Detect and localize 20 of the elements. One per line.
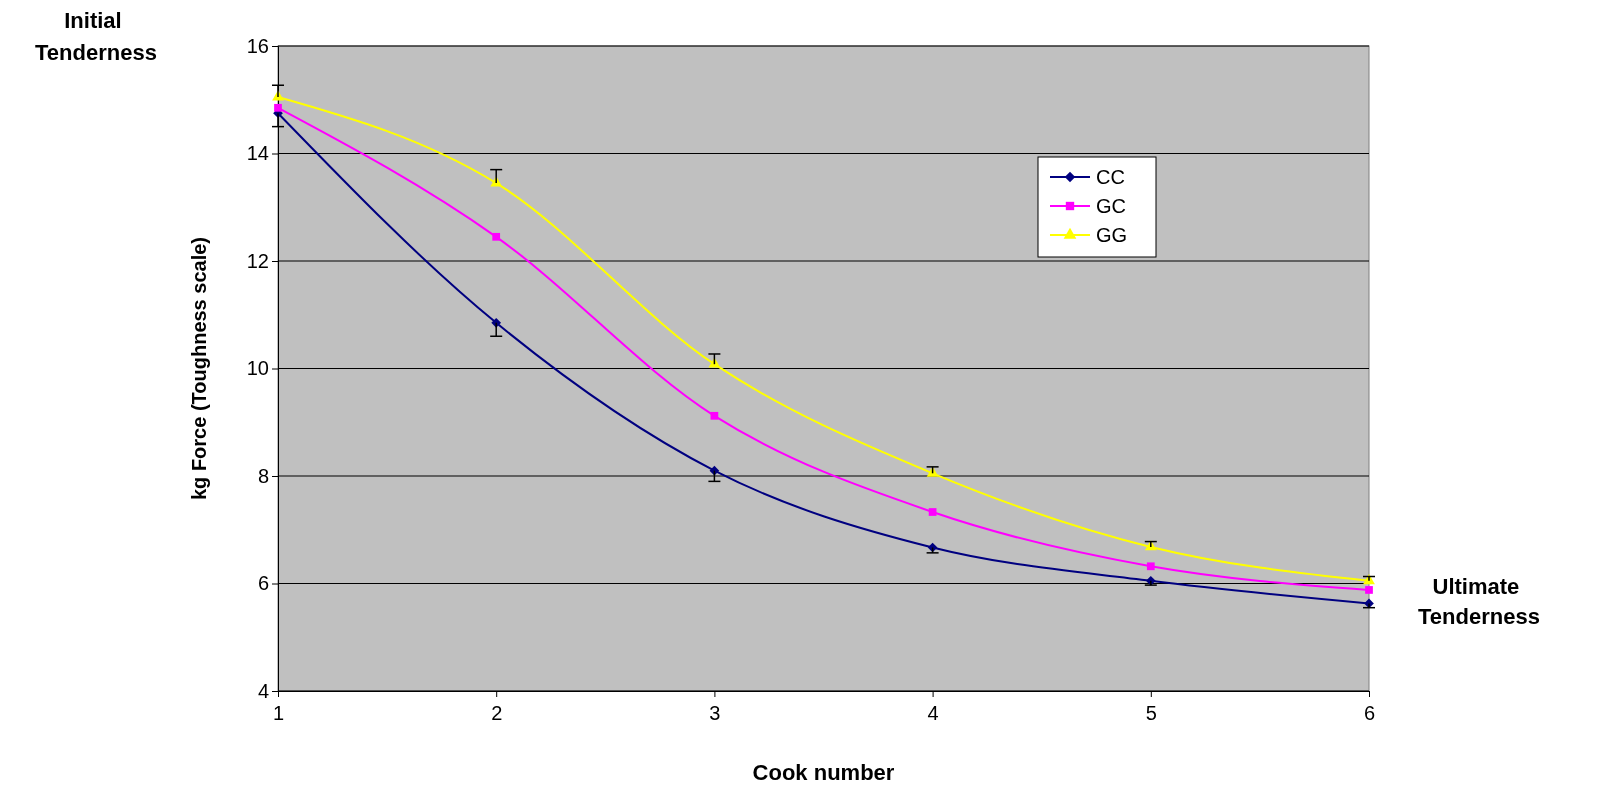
y-tick-label: 12 — [246, 249, 269, 272]
x-tick-label: 6 — [1363, 702, 1376, 724]
legend-label: GC — [1096, 195, 1126, 217]
x-tick-label: 4 — [927, 702, 939, 724]
y-tick-label: 8 — [257, 464, 269, 487]
x-tick-label: 5 — [1145, 702, 1157, 724]
x-tick-label: 3 — [709, 702, 721, 724]
legend-label: GG — [1096, 224, 1128, 246]
y-tick-label: 4 — [257, 679, 269, 702]
x-tick-label: 2 — [491, 702, 503, 724]
x-axis-title: Cook number — [752, 760, 895, 785]
y-axis-title: kg Force (Toughness scale) — [188, 236, 210, 501]
y-tick-label: 10 — [246, 357, 269, 380]
text: Initial Tenderness — [35, 8, 157, 65]
y-tick-label: 16 — [246, 34, 269, 57]
legend-label: CC — [1096, 166, 1125, 188]
y-tick-label: 6 — [257, 572, 269, 595]
y-tick-label: 14 — [246, 142, 269, 165]
x-tick-label: 1 — [272, 702, 285, 724]
text: Ultimate Tenderness — [1418, 574, 1540, 629]
